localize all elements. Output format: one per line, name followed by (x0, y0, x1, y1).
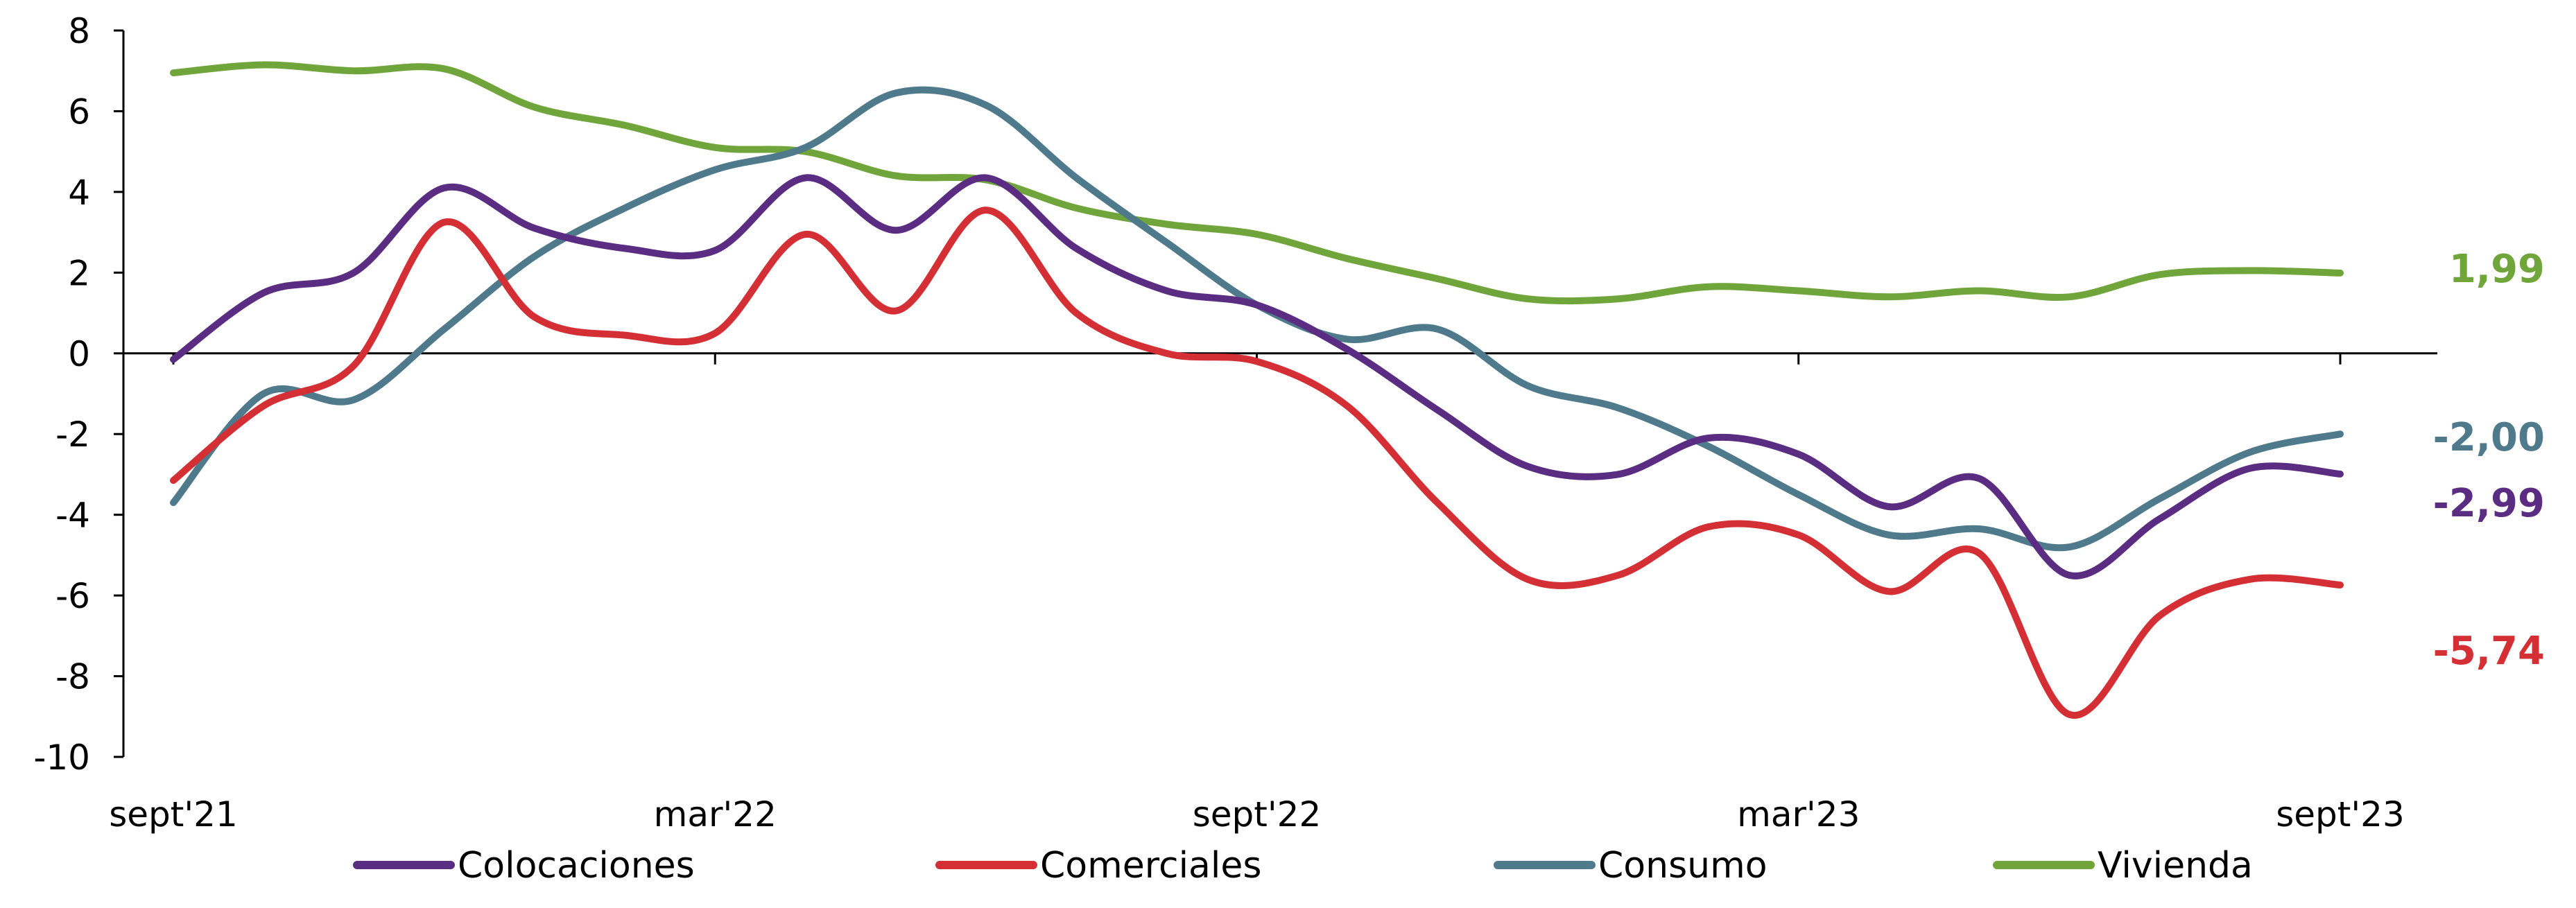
x-tick-label: mar'23 (1737, 794, 1860, 835)
y-tick-label: 0 (68, 334, 90, 374)
legend-label-comerciales: Comerciales (1040, 845, 1261, 887)
x-tick-label: sept'23 (2276, 794, 2405, 835)
end-label-comerciales: -5,74 (2433, 629, 2545, 674)
legend-label-vivienda: Vivienda (2098, 845, 2253, 887)
y-tick-label: -2 (55, 414, 90, 455)
y-tick-label: 8 (68, 11, 90, 51)
y-tick-label: 4 (68, 173, 90, 213)
legend-label-consumo: Consumo (1598, 845, 1767, 887)
end-label-consumo: -2,00 (2433, 415, 2545, 460)
legend-label-colocaciones: Colocaciones (458, 845, 695, 887)
end-labels: -2,99 -5,74 -2,00 1,99 (2433, 247, 2545, 674)
series-line-vivienda (170, 61, 2344, 305)
y-tick-label: -6 (55, 576, 90, 616)
x-tick-label: mar'22 (654, 794, 777, 835)
x-tick-label: sept'21 (109, 794, 238, 835)
y-tick-label: -4 (55, 496, 90, 536)
series-line-consumo (170, 86, 2344, 552)
end-label-colocaciones: -2,99 (2433, 481, 2545, 526)
series-lines (170, 61, 2344, 719)
axes: 8 6 4 2 0 -2 -4 -6 -8 -10 sept'21 mar'22 sept'22 mar'… (33, 11, 2437, 835)
legend: Colocaciones Comerciales Consumo Vivienda (353, 845, 2253, 887)
x-tick-label: sept'22 (1193, 794, 1322, 835)
y-tick-label: 2 (68, 253, 90, 293)
y-tick-label: -8 (55, 657, 90, 697)
y-tick-label: 6 (68, 91, 90, 132)
series-line-colocaciones (170, 174, 2344, 579)
y-tick-label: -10 (33, 737, 90, 778)
series-line-comerciales (170, 207, 2344, 719)
end-label-vivienda: 1,99 (2449, 247, 2545, 292)
